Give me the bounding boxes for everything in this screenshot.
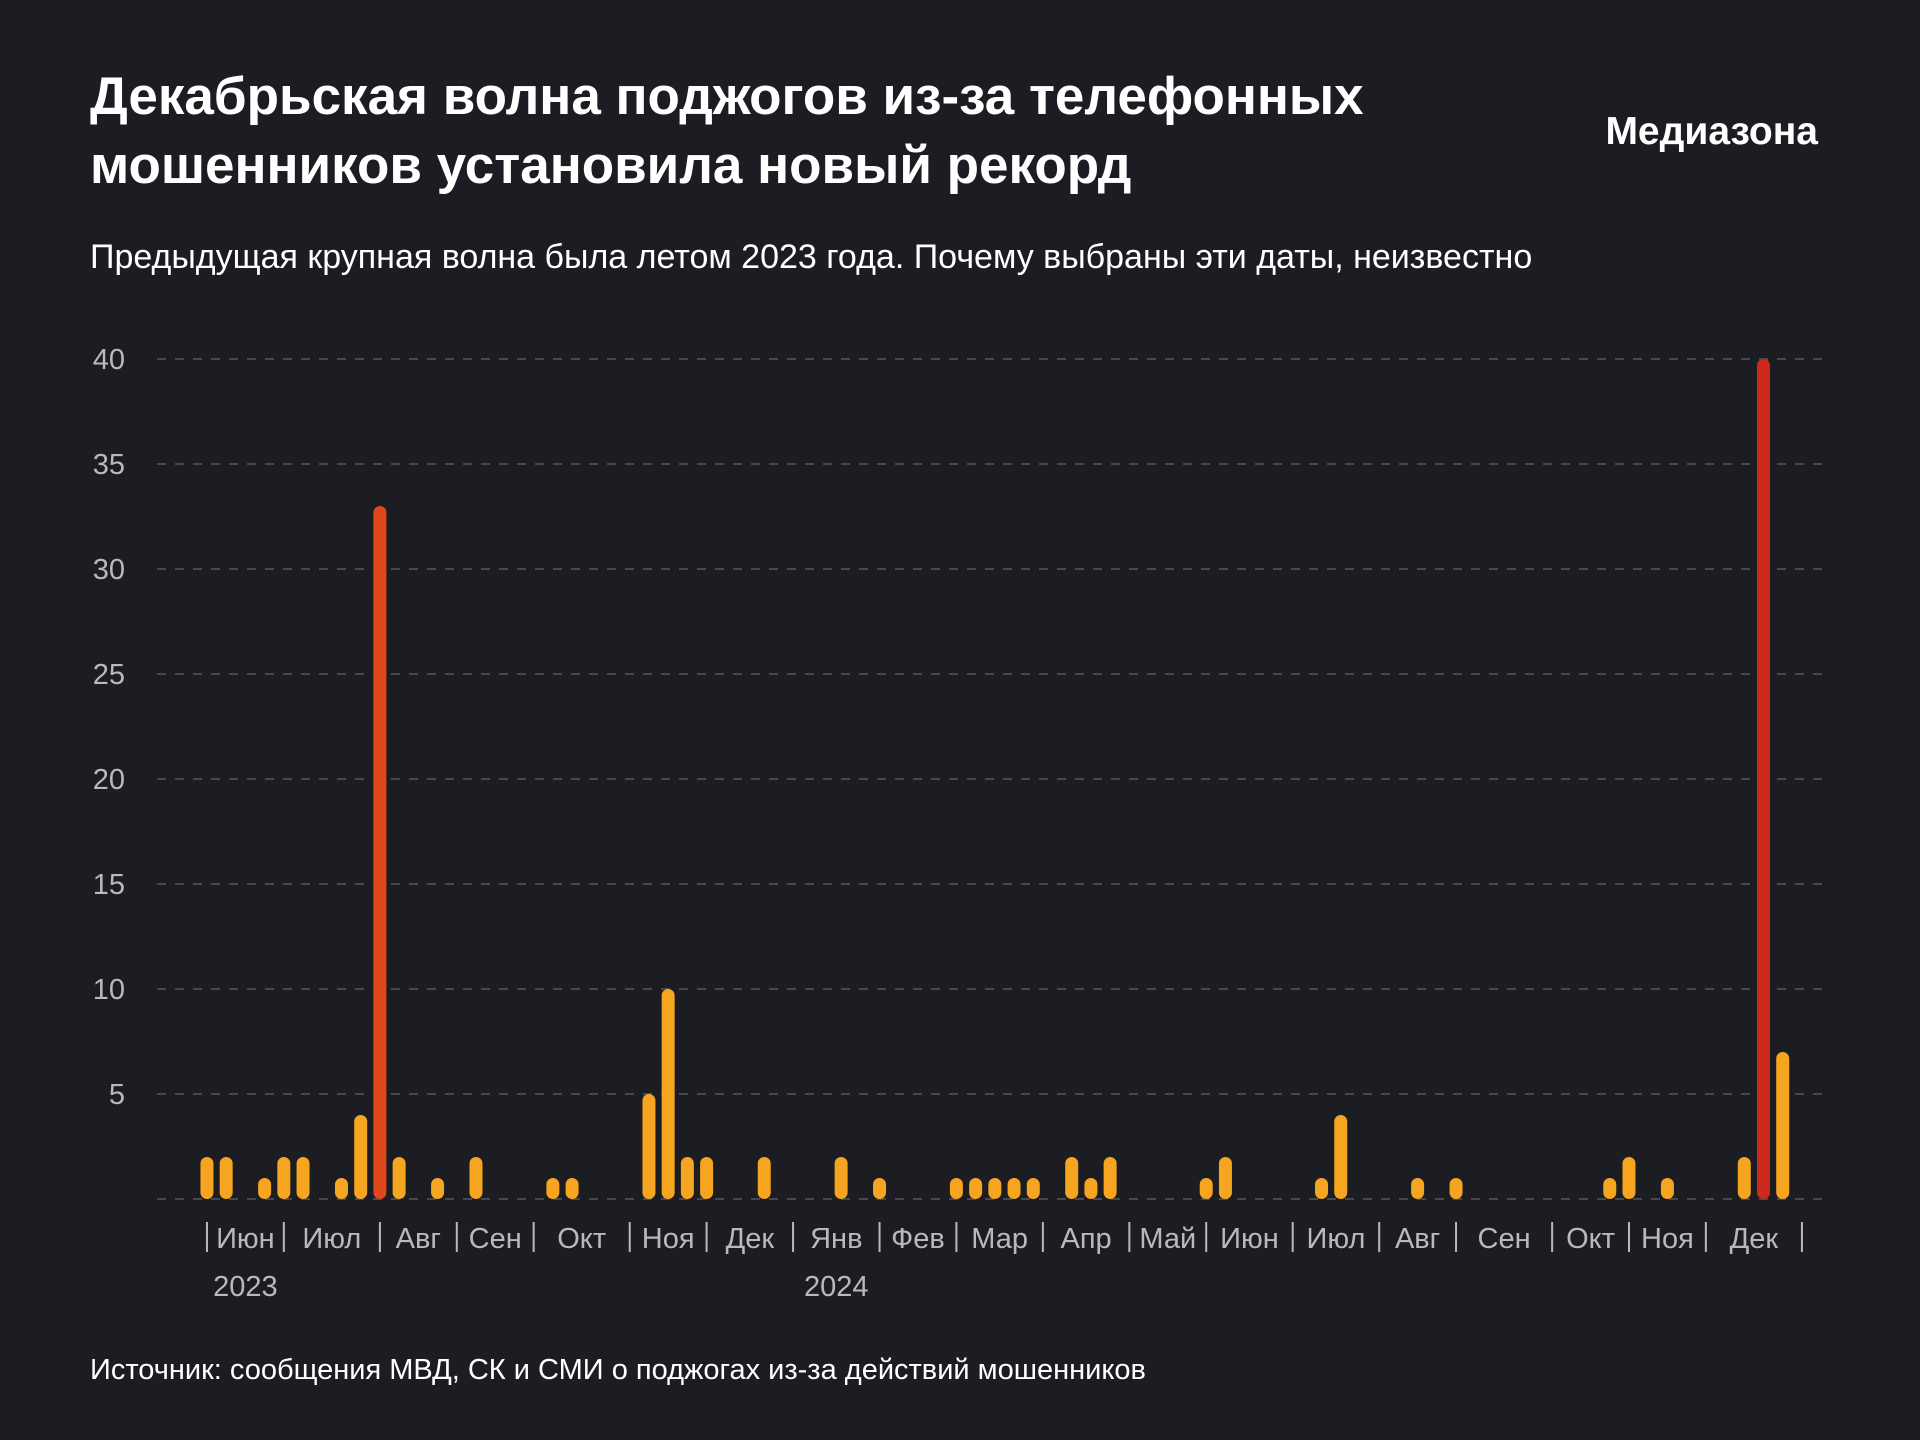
bar bbox=[296, 1157, 310, 1199]
bar bbox=[258, 1178, 272, 1199]
y-tick-label: 10 bbox=[93, 974, 125, 1006]
x-tick-label: Фев bbox=[891, 1223, 945, 1255]
bar bbox=[1065, 1157, 1079, 1199]
bar bbox=[1757, 359, 1771, 1199]
bar bbox=[1218, 1157, 1232, 1199]
y-tick-label: 35 bbox=[93, 449, 125, 481]
x-tick-label: Май bbox=[1139, 1223, 1196, 1255]
chart-subtitle: Предыдущая крупная волна была летом 2023… bbox=[90, 238, 1532, 276]
x-tick-label: Апр bbox=[1061, 1223, 1112, 1255]
bar bbox=[200, 1157, 214, 1199]
y-tick-label: 40 bbox=[93, 344, 125, 376]
bar bbox=[469, 1157, 483, 1199]
bar bbox=[277, 1157, 291, 1199]
x-tick-label: Июл bbox=[302, 1223, 361, 1255]
bar bbox=[1007, 1178, 1021, 1199]
bar bbox=[1103, 1157, 1117, 1199]
bar bbox=[1026, 1178, 1040, 1199]
bar bbox=[988, 1178, 1002, 1199]
bar bbox=[1315, 1178, 1329, 1199]
x-tick-label: Июн bbox=[1220, 1223, 1279, 1255]
y-tick-label: 15 bbox=[93, 869, 125, 901]
x-tick-label: Ноя bbox=[1641, 1223, 1694, 1255]
source-note: Источник: сообщения МВД, СК и СМИ о подж… bbox=[90, 1354, 1146, 1386]
bar bbox=[373, 506, 387, 1199]
x-tick-label: Янв bbox=[810, 1223, 862, 1255]
bar bbox=[546, 1178, 560, 1199]
x-tick-label: Мар bbox=[971, 1223, 1028, 1255]
x-tick-label: Окт bbox=[1566, 1223, 1615, 1255]
bar bbox=[757, 1157, 771, 1199]
y-tick-label: 20 bbox=[93, 764, 125, 796]
y-tick-label: 5 bbox=[109, 1079, 125, 1111]
y-tick-label: 25 bbox=[93, 659, 125, 691]
bar bbox=[969, 1178, 983, 1199]
bar bbox=[949, 1178, 963, 1199]
bar bbox=[1737, 1157, 1751, 1199]
bar bbox=[1603, 1178, 1617, 1199]
bar bbox=[1411, 1178, 1425, 1199]
chart-title: Декабрьская волна поджогов из-за телефон… bbox=[90, 67, 1364, 126]
bar bbox=[431, 1178, 445, 1199]
bar bbox=[700, 1157, 714, 1199]
brand-logo: Медиазона bbox=[1605, 110, 1818, 153]
x-tick-label: Авг bbox=[396, 1223, 441, 1255]
x-tick-label: Сен bbox=[469, 1223, 522, 1255]
x-tick-label: Сен bbox=[1478, 1223, 1531, 1255]
x-tick-label: Ноя bbox=[642, 1223, 695, 1255]
year-label: 2023 bbox=[213, 1271, 278, 1303]
bar bbox=[354, 1115, 368, 1199]
bar bbox=[1199, 1178, 1213, 1199]
bar bbox=[334, 1178, 348, 1199]
x-tick-label: Дек bbox=[726, 1223, 775, 1255]
bar bbox=[642, 1094, 656, 1199]
year-label: 2024 bbox=[804, 1271, 869, 1303]
bar bbox=[219, 1157, 233, 1199]
chart-title: мошенников установила новый рекорд bbox=[90, 136, 1131, 195]
x-tick-label: Июн bbox=[216, 1223, 275, 1255]
x-tick-label: Дек bbox=[1730, 1223, 1779, 1255]
y-tick-label: 30 bbox=[93, 554, 125, 586]
bar bbox=[1449, 1178, 1463, 1199]
bar bbox=[392, 1157, 406, 1199]
bar bbox=[873, 1178, 887, 1199]
bar bbox=[834, 1157, 848, 1199]
x-tick-label: Июл bbox=[1306, 1223, 1365, 1255]
bar bbox=[1622, 1157, 1636, 1199]
x-tick-label: Авг bbox=[1395, 1223, 1440, 1255]
bar bbox=[661, 989, 675, 1199]
x-tick-label: Окт bbox=[557, 1223, 606, 1255]
bar bbox=[1084, 1178, 1098, 1199]
bar bbox=[1776, 1052, 1790, 1199]
bar bbox=[1334, 1115, 1348, 1199]
bar bbox=[565, 1178, 579, 1199]
bar bbox=[680, 1157, 694, 1199]
bar bbox=[1660, 1178, 1674, 1199]
